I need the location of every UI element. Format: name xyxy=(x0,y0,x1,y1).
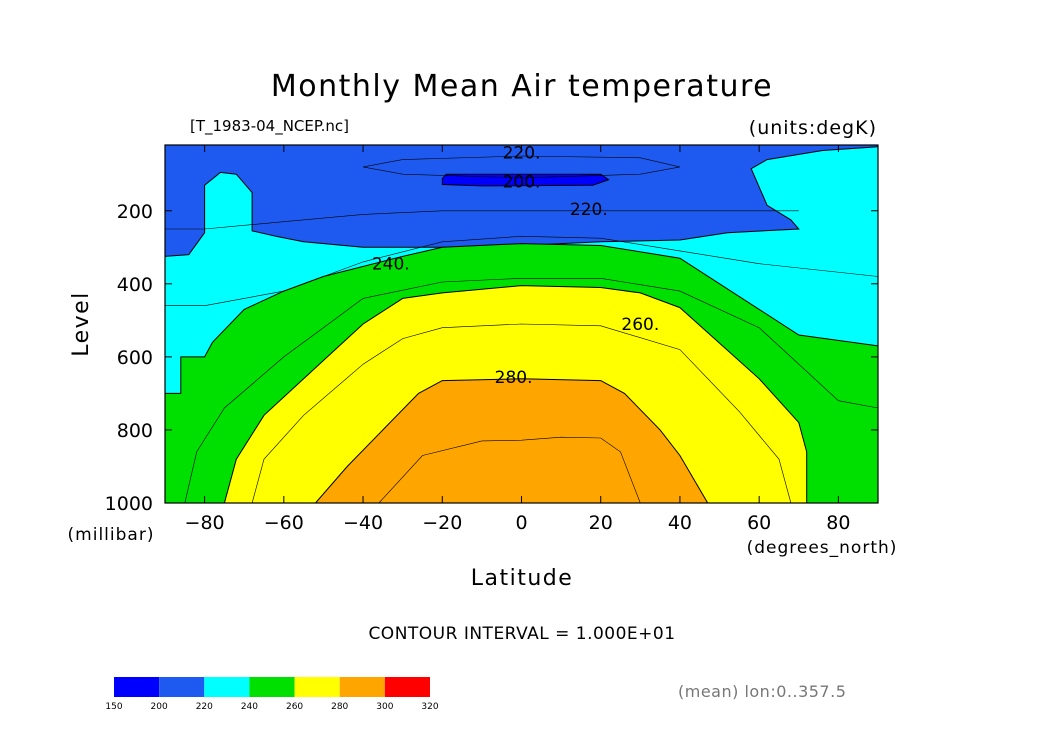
x-axis-units: (degrees_north) xyxy=(747,538,898,558)
file-label: [T_1983-04_NCEP.nc] xyxy=(190,117,349,136)
contour-label-5: 280. xyxy=(495,368,533,388)
colorbar-swatch xyxy=(114,677,160,697)
colorbar-swatch xyxy=(384,677,430,697)
colorbar-label: 200 xyxy=(151,702,168,712)
colorbar-swatch xyxy=(204,677,250,697)
axis-layer: −80 −60 −40 −20 0 20 40 60 80 200 400 600 800 1000 xyxy=(105,145,878,534)
x-axis-title: Latitude xyxy=(471,566,574,591)
y-tick-label: 400 xyxy=(117,274,153,296)
chart-title: Monthly Mean Air temperature xyxy=(271,69,773,104)
isoline-1 xyxy=(165,210,799,230)
x-tick-label: −20 xyxy=(422,512,462,534)
contour-interval-text: CONTOUR INTERVAL = 1.000E+01 xyxy=(368,624,675,644)
colorbar-label: 320 xyxy=(421,702,438,712)
colorbar-label: 300 xyxy=(376,702,393,712)
colorbar-swatch xyxy=(294,677,340,697)
colorbar-label: 260 xyxy=(286,702,303,712)
contour-label-4: 260. xyxy=(621,315,659,335)
contour-fill-layer xyxy=(165,145,878,503)
contour-label-3: 240. xyxy=(372,255,410,275)
contour-label-0: 220. xyxy=(503,143,541,163)
y-tick-label: 200 xyxy=(117,201,153,223)
x-tick-label: −40 xyxy=(343,512,383,534)
colorbar-swatch xyxy=(249,677,295,697)
mean-note: (mean) lon:0..357.5 xyxy=(678,682,846,701)
y-tick-label: 1000 xyxy=(105,493,153,515)
x-tick-label: −80 xyxy=(185,512,225,534)
units-label: (units:degK) xyxy=(749,117,877,139)
contour-band-4 xyxy=(314,378,709,503)
y-axis-units: (millibar) xyxy=(68,525,155,545)
contour-label-2: 220. xyxy=(570,200,608,220)
isoline-2 xyxy=(363,155,680,179)
x-tick-label: 20 xyxy=(589,512,613,534)
colorbar-swatch xyxy=(339,677,385,697)
y-axis-title: Level xyxy=(69,291,94,357)
isoline-4 xyxy=(251,323,792,503)
isoline-0 xyxy=(165,235,878,307)
y-tick-label: 800 xyxy=(117,420,153,442)
colorbar-swatch xyxy=(159,677,205,697)
contour-line-layer xyxy=(165,155,878,503)
contour-label-1: 200. xyxy=(503,173,541,193)
x-tick-label: 0 xyxy=(515,512,527,534)
x-tick-label: 40 xyxy=(668,512,692,534)
isoline-5 xyxy=(378,436,641,503)
x-tick-label: 60 xyxy=(747,512,771,534)
y-tick-label: 600 xyxy=(117,347,153,369)
colorbar: 150 200 220 240 260 280 300 320 xyxy=(105,677,439,712)
isoline-3 xyxy=(184,277,878,503)
x-tick-label: 80 xyxy=(826,512,850,534)
colorbar-label: 280 xyxy=(331,702,348,712)
x-tick-label: −60 xyxy=(264,512,304,534)
colorbar-label: 150 xyxy=(105,702,122,712)
contour-label-layer: 220. 200. 220. 240. 260. 280. xyxy=(372,143,659,388)
colorbar-label: 240 xyxy=(241,702,258,712)
colorbar-label: 220 xyxy=(196,702,213,712)
